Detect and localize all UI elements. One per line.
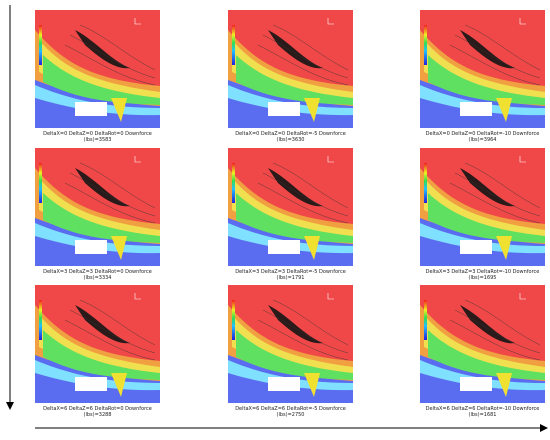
caption-line: (lbs)=3630 [277, 137, 305, 143]
caption-line: DeltaX=0 DeltaZ=0 DeltaRot=-5 Downforce [235, 131, 346, 137]
simulation-image [228, 148, 353, 266]
simulation-image [35, 10, 160, 128]
caption-line: (lbs)=3583 [84, 137, 112, 143]
caption-line: (lbs)=3334 [84, 275, 112, 281]
caption-line: DeltaX=3 DeltaZ=3 DeltaRot=0 Downforce [43, 269, 152, 275]
caption-line: DeltaX=6 DeltaZ=6 DeltaRot=-5 Downforce [235, 406, 346, 412]
caption-line: (lbs)=1695 [469, 275, 497, 281]
horizontal-arrow-head [540, 424, 548, 432]
caption-line: DeltaX=0 DeltaZ=0 DeltaRot=-10 Downforce [426, 131, 540, 137]
simulation-image [228, 285, 353, 403]
simulation-image [420, 10, 545, 128]
caption-line: (lbs)=1791 [277, 275, 305, 281]
simulation-image [35, 148, 160, 266]
caption-line: DeltaX=3 DeltaZ=3 DeltaRot=-10 Downforce [426, 269, 540, 275]
caption-line: (lbs)=3288 [84, 412, 112, 418]
caption-line: DeltaX=6 DeltaZ=6 DeltaRot=0 Downforce [43, 406, 152, 412]
caption-line: (lbs)=2750 [277, 412, 305, 418]
caption-line: (lbs)=3964 [469, 137, 497, 143]
caption-line: DeltaX=6 DeltaZ=6 DeltaRot=-10 Downforce [426, 406, 540, 412]
caption-line: DeltaX=3 DeltaZ=3 DeltaRot=-5 Downforce [235, 269, 346, 275]
simulation-image [420, 148, 545, 266]
vertical-arrow-head [6, 402, 14, 410]
simulation-image [228, 10, 353, 128]
caption-line: (lbs)=1681 [469, 412, 497, 418]
simulation-image [420, 285, 545, 403]
simulation-image [35, 285, 160, 403]
caption-line: DeltaX=0 DeltaZ=0 DeltaRot=0 Downforce [43, 131, 152, 137]
